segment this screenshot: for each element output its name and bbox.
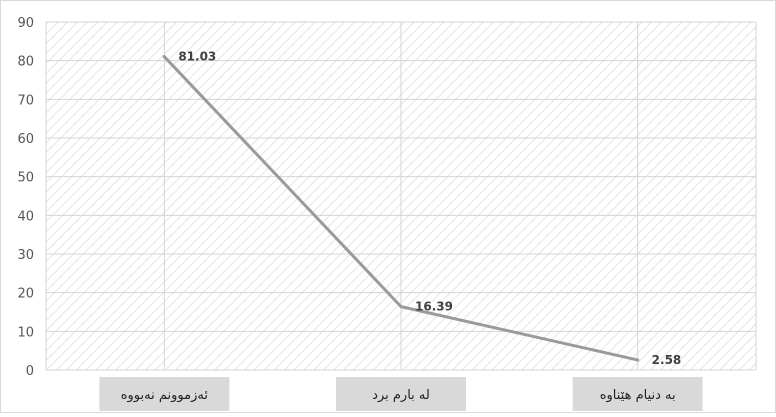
data-point bbox=[162, 55, 166, 59]
y-axis: 0 10 20 30 40 50 60 70 80 90 bbox=[17, 16, 34, 379]
x-category-label: بە دنیام هێناوە bbox=[600, 388, 676, 403]
data-label: 81.03 bbox=[178, 50, 216, 64]
y-tick-label: 0 bbox=[26, 364, 34, 379]
y-tick-label: 70 bbox=[17, 93, 34, 108]
series-group: 81.03 16.39 2.58 bbox=[162, 50, 682, 367]
y-tick-label: 80 bbox=[17, 55, 34, 70]
y-tick-label: 40 bbox=[17, 209, 34, 224]
data-point bbox=[636, 358, 640, 362]
y-tick-label: 10 bbox=[17, 325, 34, 340]
category-label-box bbox=[336, 377, 466, 411]
data-point bbox=[399, 305, 403, 309]
y-tick-label: 20 bbox=[17, 287, 34, 302]
y-tick-label: 30 bbox=[17, 248, 34, 263]
x-category-label: لە بارم برد bbox=[372, 388, 430, 403]
category-label-box bbox=[99, 377, 230, 411]
y-tick-label: 90 bbox=[17, 16, 34, 31]
data-label: 2.58 bbox=[652, 353, 682, 367]
gridlines bbox=[45, 21, 757, 371]
category-label-box bbox=[572, 377, 703, 411]
y-tick-label: 60 bbox=[17, 132, 34, 147]
data-label: 16.39 bbox=[415, 300, 453, 314]
y-tick-label: 50 bbox=[17, 171, 34, 186]
x-category-label: ئەزموونم نەبووە bbox=[121, 388, 208, 403]
x-axis: ئەزموونم نەبووە لە بارم برد بە دنیام هێناو… bbox=[99, 377, 703, 411]
